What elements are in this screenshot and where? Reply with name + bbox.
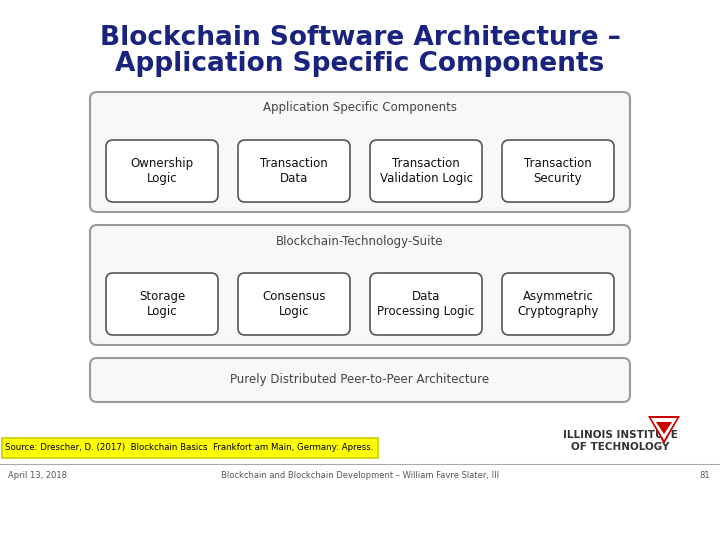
FancyBboxPatch shape: [502, 273, 614, 335]
FancyBboxPatch shape: [106, 273, 218, 335]
Text: 81: 81: [699, 470, 710, 480]
Text: Application Specific Components: Application Specific Components: [115, 51, 605, 77]
Text: Blockchain-Technology-Suite: Blockchain-Technology-Suite: [276, 234, 444, 247]
FancyBboxPatch shape: [90, 225, 630, 345]
FancyBboxPatch shape: [238, 140, 350, 202]
Polygon shape: [651, 418, 677, 440]
Text: April 13, 2018: April 13, 2018: [8, 470, 67, 480]
Text: ILLINOIS INSTITUTE: ILLINOIS INSTITUTE: [562, 430, 678, 440]
Text: Transaction
Validation Logic: Transaction Validation Logic: [379, 157, 472, 185]
Text: Asymmetric
Cryptography: Asymmetric Cryptography: [517, 290, 599, 318]
FancyBboxPatch shape: [238, 273, 350, 335]
FancyBboxPatch shape: [2, 438, 378, 458]
Text: OF TECHNOLOGY: OF TECHNOLOGY: [571, 442, 669, 452]
Text: Transaction
Data: Transaction Data: [260, 157, 328, 185]
Text: Consensus
Logic: Consensus Logic: [262, 290, 325, 318]
FancyBboxPatch shape: [502, 140, 614, 202]
Text: Application Specific Components: Application Specific Components: [263, 102, 457, 114]
Polygon shape: [656, 422, 672, 434]
FancyBboxPatch shape: [90, 92, 630, 212]
Text: Purely Distributed Peer-to-Peer Architecture: Purely Distributed Peer-to-Peer Architec…: [230, 374, 490, 387]
Text: Data
Processing Logic: Data Processing Logic: [377, 290, 474, 318]
Text: Ownership
Logic: Ownership Logic: [130, 157, 194, 185]
Text: Storage
Logic: Storage Logic: [139, 290, 185, 318]
FancyBboxPatch shape: [370, 140, 482, 202]
FancyBboxPatch shape: [106, 140, 218, 202]
Text: Source: Drescher, D. (2017)  Blockchain Basics  Frankfort am Main, Germany: Apre: Source: Drescher, D. (2017) Blockchain B…: [5, 443, 374, 453]
Text: Transaction
Security: Transaction Security: [524, 157, 592, 185]
Text: Blockchain Software Architecture –: Blockchain Software Architecture –: [99, 25, 621, 51]
Polygon shape: [648, 416, 680, 444]
Text: Blockchain and Blockchain Development – William Favre Slater, III: Blockchain and Blockchain Development – …: [221, 470, 499, 480]
FancyBboxPatch shape: [90, 358, 630, 402]
FancyBboxPatch shape: [370, 273, 482, 335]
